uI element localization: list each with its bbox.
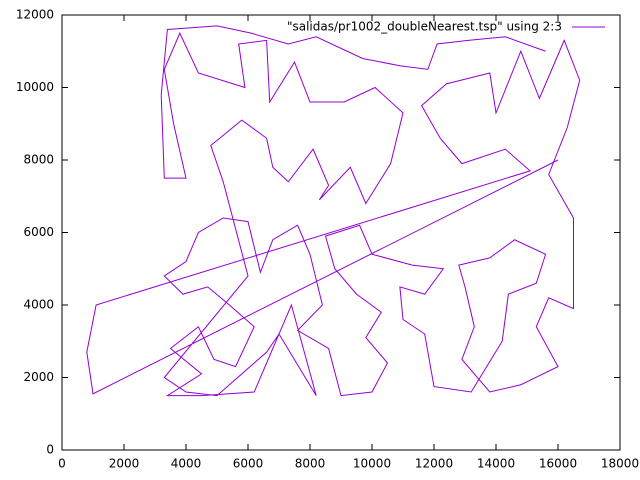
x-tick-label: 0 — [58, 457, 66, 471]
y-tick-label: 12000 — [16, 8, 54, 22]
y-tick-label: 6000 — [23, 225, 54, 239]
x-tick-label: 8000 — [295, 457, 326, 471]
x-tick-label: 6000 — [233, 457, 264, 471]
x-tick-label: 14000 — [477, 457, 515, 471]
x-tick-label: 16000 — [539, 457, 577, 471]
x-tick-label: 18000 — [601, 457, 639, 471]
y-tick-label: 4000 — [23, 298, 54, 312]
y-tick-label: 0 — [46, 443, 54, 457]
y-tick-label: 10000 — [16, 80, 54, 94]
plot-frame — [61, 14, 621, 451]
tour-line — [86, 25, 581, 397]
x-tick-label: 10000 — [353, 457, 391, 471]
legend-label: "salidas/pr1002_doubleNearest.tsp" using… — [287, 20, 562, 34]
y-tick-label: 8000 — [23, 153, 54, 167]
x-tick-label: 2000 — [109, 457, 140, 471]
y-tick-label: 2000 — [23, 370, 54, 384]
x-tick-label: 12000 — [415, 457, 453, 471]
x-tick-label: 4000 — [171, 457, 202, 471]
